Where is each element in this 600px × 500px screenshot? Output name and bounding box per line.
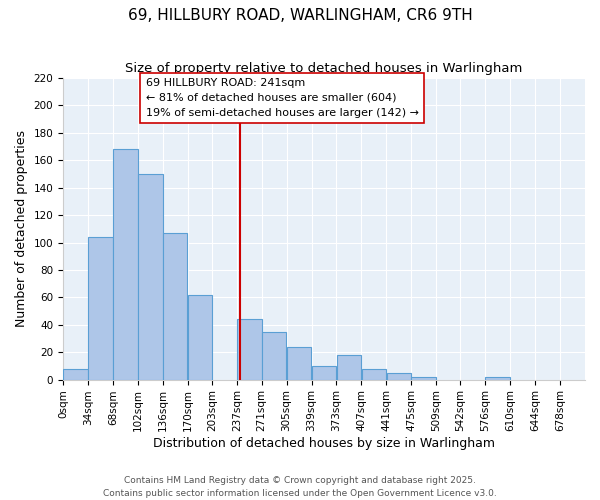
Bar	[138, 174, 163, 380]
X-axis label: Distribution of detached houses by size in Warlingham: Distribution of detached houses by size …	[153, 437, 495, 450]
Bar	[262, 332, 286, 380]
Bar	[188, 294, 212, 380]
Bar	[163, 233, 187, 380]
Bar	[485, 377, 510, 380]
Text: 69, HILLBURY ROAD, WARLINGHAM, CR6 9TH: 69, HILLBURY ROAD, WARLINGHAM, CR6 9TH	[128, 8, 472, 22]
Bar	[386, 372, 411, 380]
Bar	[287, 346, 311, 380]
Bar	[362, 368, 386, 380]
Bar	[63, 368, 88, 380]
Text: 69 HILLBURY ROAD: 241sqm
← 81% of detached houses are smaller (604)
19% of semi-: 69 HILLBURY ROAD: 241sqm ← 81% of detach…	[146, 78, 419, 118]
Bar	[113, 150, 137, 380]
Bar	[88, 237, 113, 380]
Title: Size of property relative to detached houses in Warlingham: Size of property relative to detached ho…	[125, 62, 523, 76]
Text: Contains HM Land Registry data © Crown copyright and database right 2025.
Contai: Contains HM Land Registry data © Crown c…	[103, 476, 497, 498]
Bar	[412, 377, 436, 380]
Y-axis label: Number of detached properties: Number of detached properties	[15, 130, 28, 328]
Bar	[237, 320, 262, 380]
Bar	[312, 366, 336, 380]
Bar	[337, 355, 361, 380]
